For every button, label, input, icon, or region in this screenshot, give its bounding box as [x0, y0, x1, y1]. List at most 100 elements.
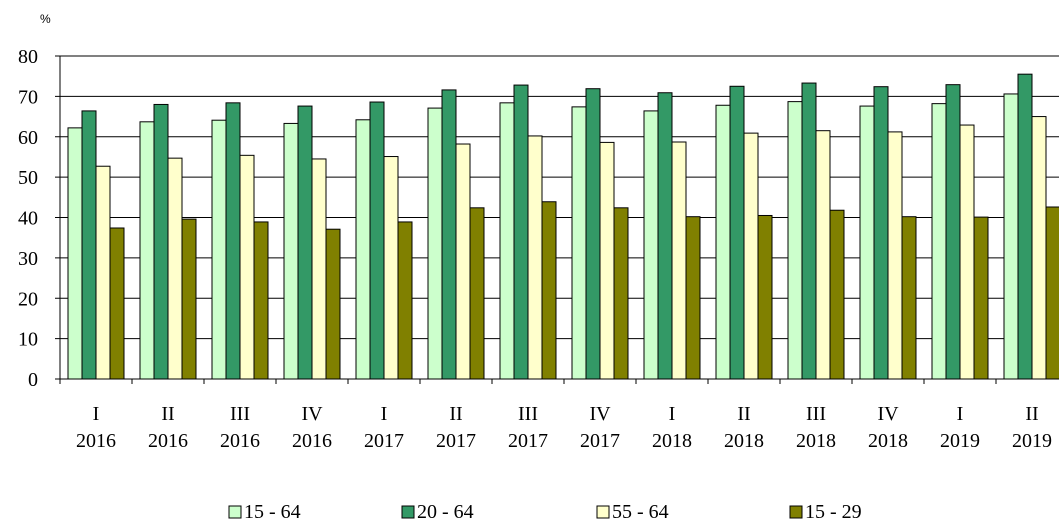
y-tick-label: 20 — [18, 288, 38, 310]
bar — [613, 207, 629, 380]
legend-swatch — [789, 505, 803, 519]
y-tick-label: 30 — [18, 248, 38, 270]
bar — [657, 92, 673, 380]
bar — [743, 132, 759, 380]
x-tick-label-quarter: IV — [589, 403, 611, 425]
bar — [325, 228, 341, 380]
x-tick-label-quarter: I — [669, 403, 676, 425]
bar — [355, 119, 371, 380]
bar — [499, 102, 515, 380]
bar — [211, 119, 227, 380]
y-tick-label: 70 — [18, 86, 38, 108]
legend: 15 - 64 20 - 64 55 - 64 15 - 29 — [228, 501, 862, 523]
bar — [685, 216, 701, 380]
bar — [369, 101, 385, 380]
bar — [901, 216, 917, 380]
x-tick-label-year: 2018 — [724, 430, 764, 452]
legend-swatch — [228, 505, 242, 519]
bar — [455, 143, 471, 380]
bar — [887, 131, 903, 380]
bar — [109, 227, 125, 380]
bar — [873, 86, 889, 380]
y-tick-label: 50 — [18, 167, 38, 189]
bar — [253, 221, 269, 380]
x-tick-label-year: 2018 — [652, 430, 692, 452]
x-axis-ticks: I2016II2016III2016IV2016I2017II2017III20… — [59, 379, 1052, 452]
bar — [671, 141, 687, 380]
bar — [1031, 116, 1047, 380]
legend-swatch — [401, 505, 415, 519]
bar — [81, 110, 97, 380]
bar — [181, 218, 197, 380]
y-tick-label: 40 — [18, 208, 38, 230]
bar — [95, 165, 111, 380]
bar — [643, 110, 659, 380]
legend-label: 15 - 64 — [244, 501, 301, 523]
x-tick-label-year: 2019 — [1012, 430, 1052, 452]
legend-swatch — [596, 505, 610, 519]
x-tick-label-quarter: III — [518, 403, 538, 425]
bar — [67, 127, 83, 380]
bar — [427, 107, 443, 380]
x-tick-label-quarter: IV — [877, 403, 899, 425]
bar — [829, 209, 845, 380]
bar — [1045, 206, 1059, 380]
bars — [67, 73, 1059, 380]
x-tick-label-year: 2017 — [364, 430, 404, 452]
bar — [541, 201, 557, 380]
bar — [945, 84, 961, 380]
bar — [1003, 93, 1019, 380]
x-tick-label-year: 2016 — [148, 430, 188, 452]
bar — [801, 82, 817, 380]
x-tick-label-year: 2017 — [580, 430, 620, 452]
x-tick-label-quarter: IV — [301, 403, 323, 425]
bar — [513, 84, 529, 380]
bar — [239, 154, 255, 380]
x-tick-label-year: 2018 — [796, 430, 836, 452]
y-tick-label: 0 — [28, 369, 38, 391]
bar — [973, 216, 989, 380]
y-axis-ticks: 0 10 20 30 40 50 60 70 80 — [18, 46, 60, 391]
x-tick-label-quarter: I — [381, 403, 388, 425]
bar — [585, 88, 601, 380]
bar — [311, 158, 327, 380]
x-tick-label-year: 2016 — [292, 430, 332, 452]
x-tick-label-year: 2017 — [508, 430, 548, 452]
legend-label: 55 - 64 — [612, 501, 669, 523]
bar — [527, 135, 543, 380]
legend-label: 20 - 64 — [417, 501, 474, 523]
x-tick-label-year: 2019 — [940, 430, 980, 452]
x-tick-label-quarter: II — [737, 403, 750, 425]
y-axis-unit-label: % — [40, 12, 51, 26]
bar — [715, 104, 731, 380]
bar — [153, 103, 169, 380]
x-tick-label-quarter: I — [93, 403, 100, 425]
bar — [859, 105, 875, 380]
bar — [383, 156, 399, 380]
bar — [139, 121, 155, 380]
x-tick-label-year: 2016 — [220, 430, 260, 452]
x-tick-label-quarter: II — [161, 403, 174, 425]
bar — [571, 106, 587, 380]
bar — [1017, 73, 1033, 380]
x-tick-label-year: 2018 — [868, 430, 908, 452]
bar — [397, 221, 413, 380]
bar — [787, 101, 803, 380]
bar — [729, 85, 745, 380]
legend-label: 15 - 29 — [805, 501, 862, 523]
bar — [283, 122, 299, 380]
y-tick-label: 80 — [18, 46, 38, 68]
x-tick-label-quarter: II — [1025, 403, 1038, 425]
bar — [931, 103, 947, 380]
bar — [599, 141, 615, 380]
x-tick-label-year: 2017 — [436, 430, 476, 452]
bar — [959, 124, 975, 380]
bar — [469, 207, 485, 380]
x-tick-label-quarter: II — [449, 403, 462, 425]
x-tick-label-year: 2016 — [76, 430, 116, 452]
y-tick-label: 60 — [18, 127, 38, 149]
bar — [297, 105, 313, 380]
bar — [225, 102, 241, 380]
bar — [757, 214, 773, 380]
